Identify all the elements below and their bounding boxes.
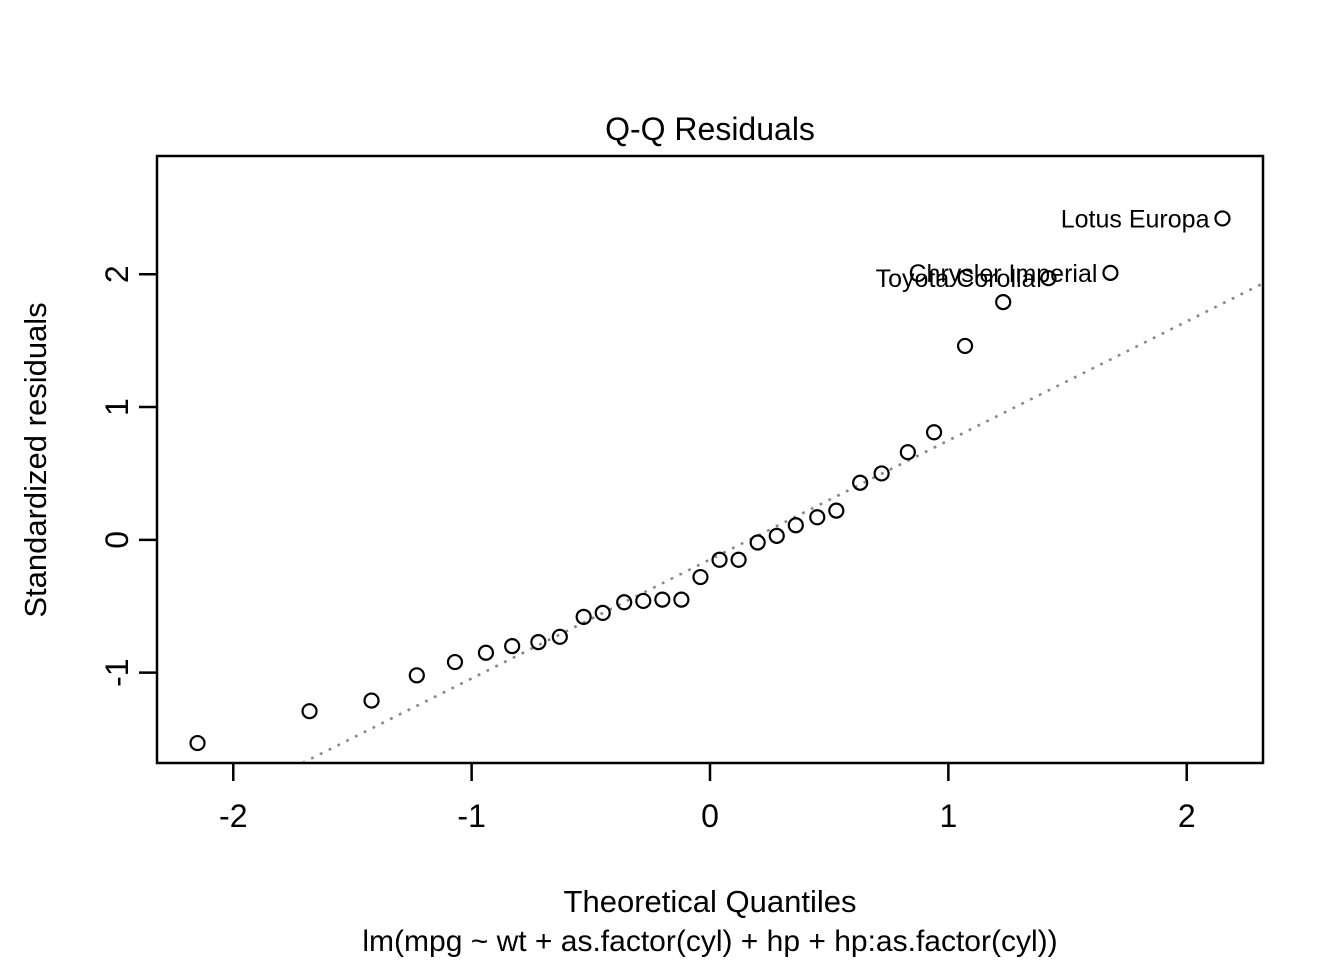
x-tick-label: 2: [1178, 798, 1196, 834]
data-point: [956, 337, 974, 355]
outlier-label: Chrysler Imperial: [909, 260, 1098, 288]
outlier-label: Lotus Europa: [1061, 205, 1210, 233]
data-point: [446, 653, 464, 671]
plot-box: [155, 154, 1265, 765]
data-point: [408, 667, 425, 684]
data-point: [768, 527, 785, 544]
y-axis-ticks-group: -1 0 1 2: [99, 265, 157, 687]
data-point: [301, 703, 318, 720]
y-axis-title: Standardized residuals: [18, 302, 53, 617]
data-point: [692, 568, 709, 586]
data-point: [189, 734, 206, 752]
data-point: [787, 517, 804, 534]
x-tick-label: 1: [939, 798, 957, 834]
data-point: [749, 534, 766, 551]
data-point: [730, 551, 747, 568]
data-point: [575, 608, 592, 625]
data-point: [1040, 270, 1057, 287]
reference-line-group: [301, 281, 1266, 765]
data-point: [1214, 210, 1231, 227]
data-point: [925, 424, 943, 441]
data-point: [616, 594, 633, 611]
chart-title: Q-Q Residuals: [605, 111, 815, 147]
x-tick-label: -1: [457, 798, 485, 834]
data-point: [654, 591, 671, 608]
qq-reference-line: [301, 281, 1266, 765]
data-point: [809, 509, 826, 526]
data-point: [1102, 264, 1119, 281]
data-point: [477, 644, 495, 661]
data-point: [711, 551, 728, 568]
x-axis-title: Theoretical Quantiles: [564, 884, 857, 919]
data-point: [363, 692, 380, 709]
model-sub-caption: lm(mpg ~ wt + as.factor(cyl) + hp + hp:a…: [362, 925, 1057, 958]
y-tick-label: -1: [99, 658, 135, 686]
x-tick-label: 0: [701, 798, 719, 834]
data-point: [594, 604, 611, 622]
data-point: [530, 634, 547, 651]
x-axis-ticks-group: -2 -1 0 1 2: [219, 763, 1196, 834]
data-point: [635, 592, 652, 610]
data-points-group: [189, 210, 1231, 752]
data-point: [551, 628, 568, 645]
data-point: [852, 474, 869, 491]
outlier-label: Toyota Corolla: [876, 265, 1036, 293]
data-point: [828, 502, 845, 519]
data-point: [504, 638, 521, 655]
y-tick-label: 2: [99, 265, 135, 283]
y-tick-label: 1: [99, 398, 135, 416]
y-tick-label: 0: [99, 531, 135, 549]
x-tick-label: -2: [219, 798, 247, 834]
data-point: [873, 465, 890, 482]
data-point: [995, 294, 1012, 311]
data-point: [899, 444, 916, 461]
data-point: [673, 591, 690, 608]
